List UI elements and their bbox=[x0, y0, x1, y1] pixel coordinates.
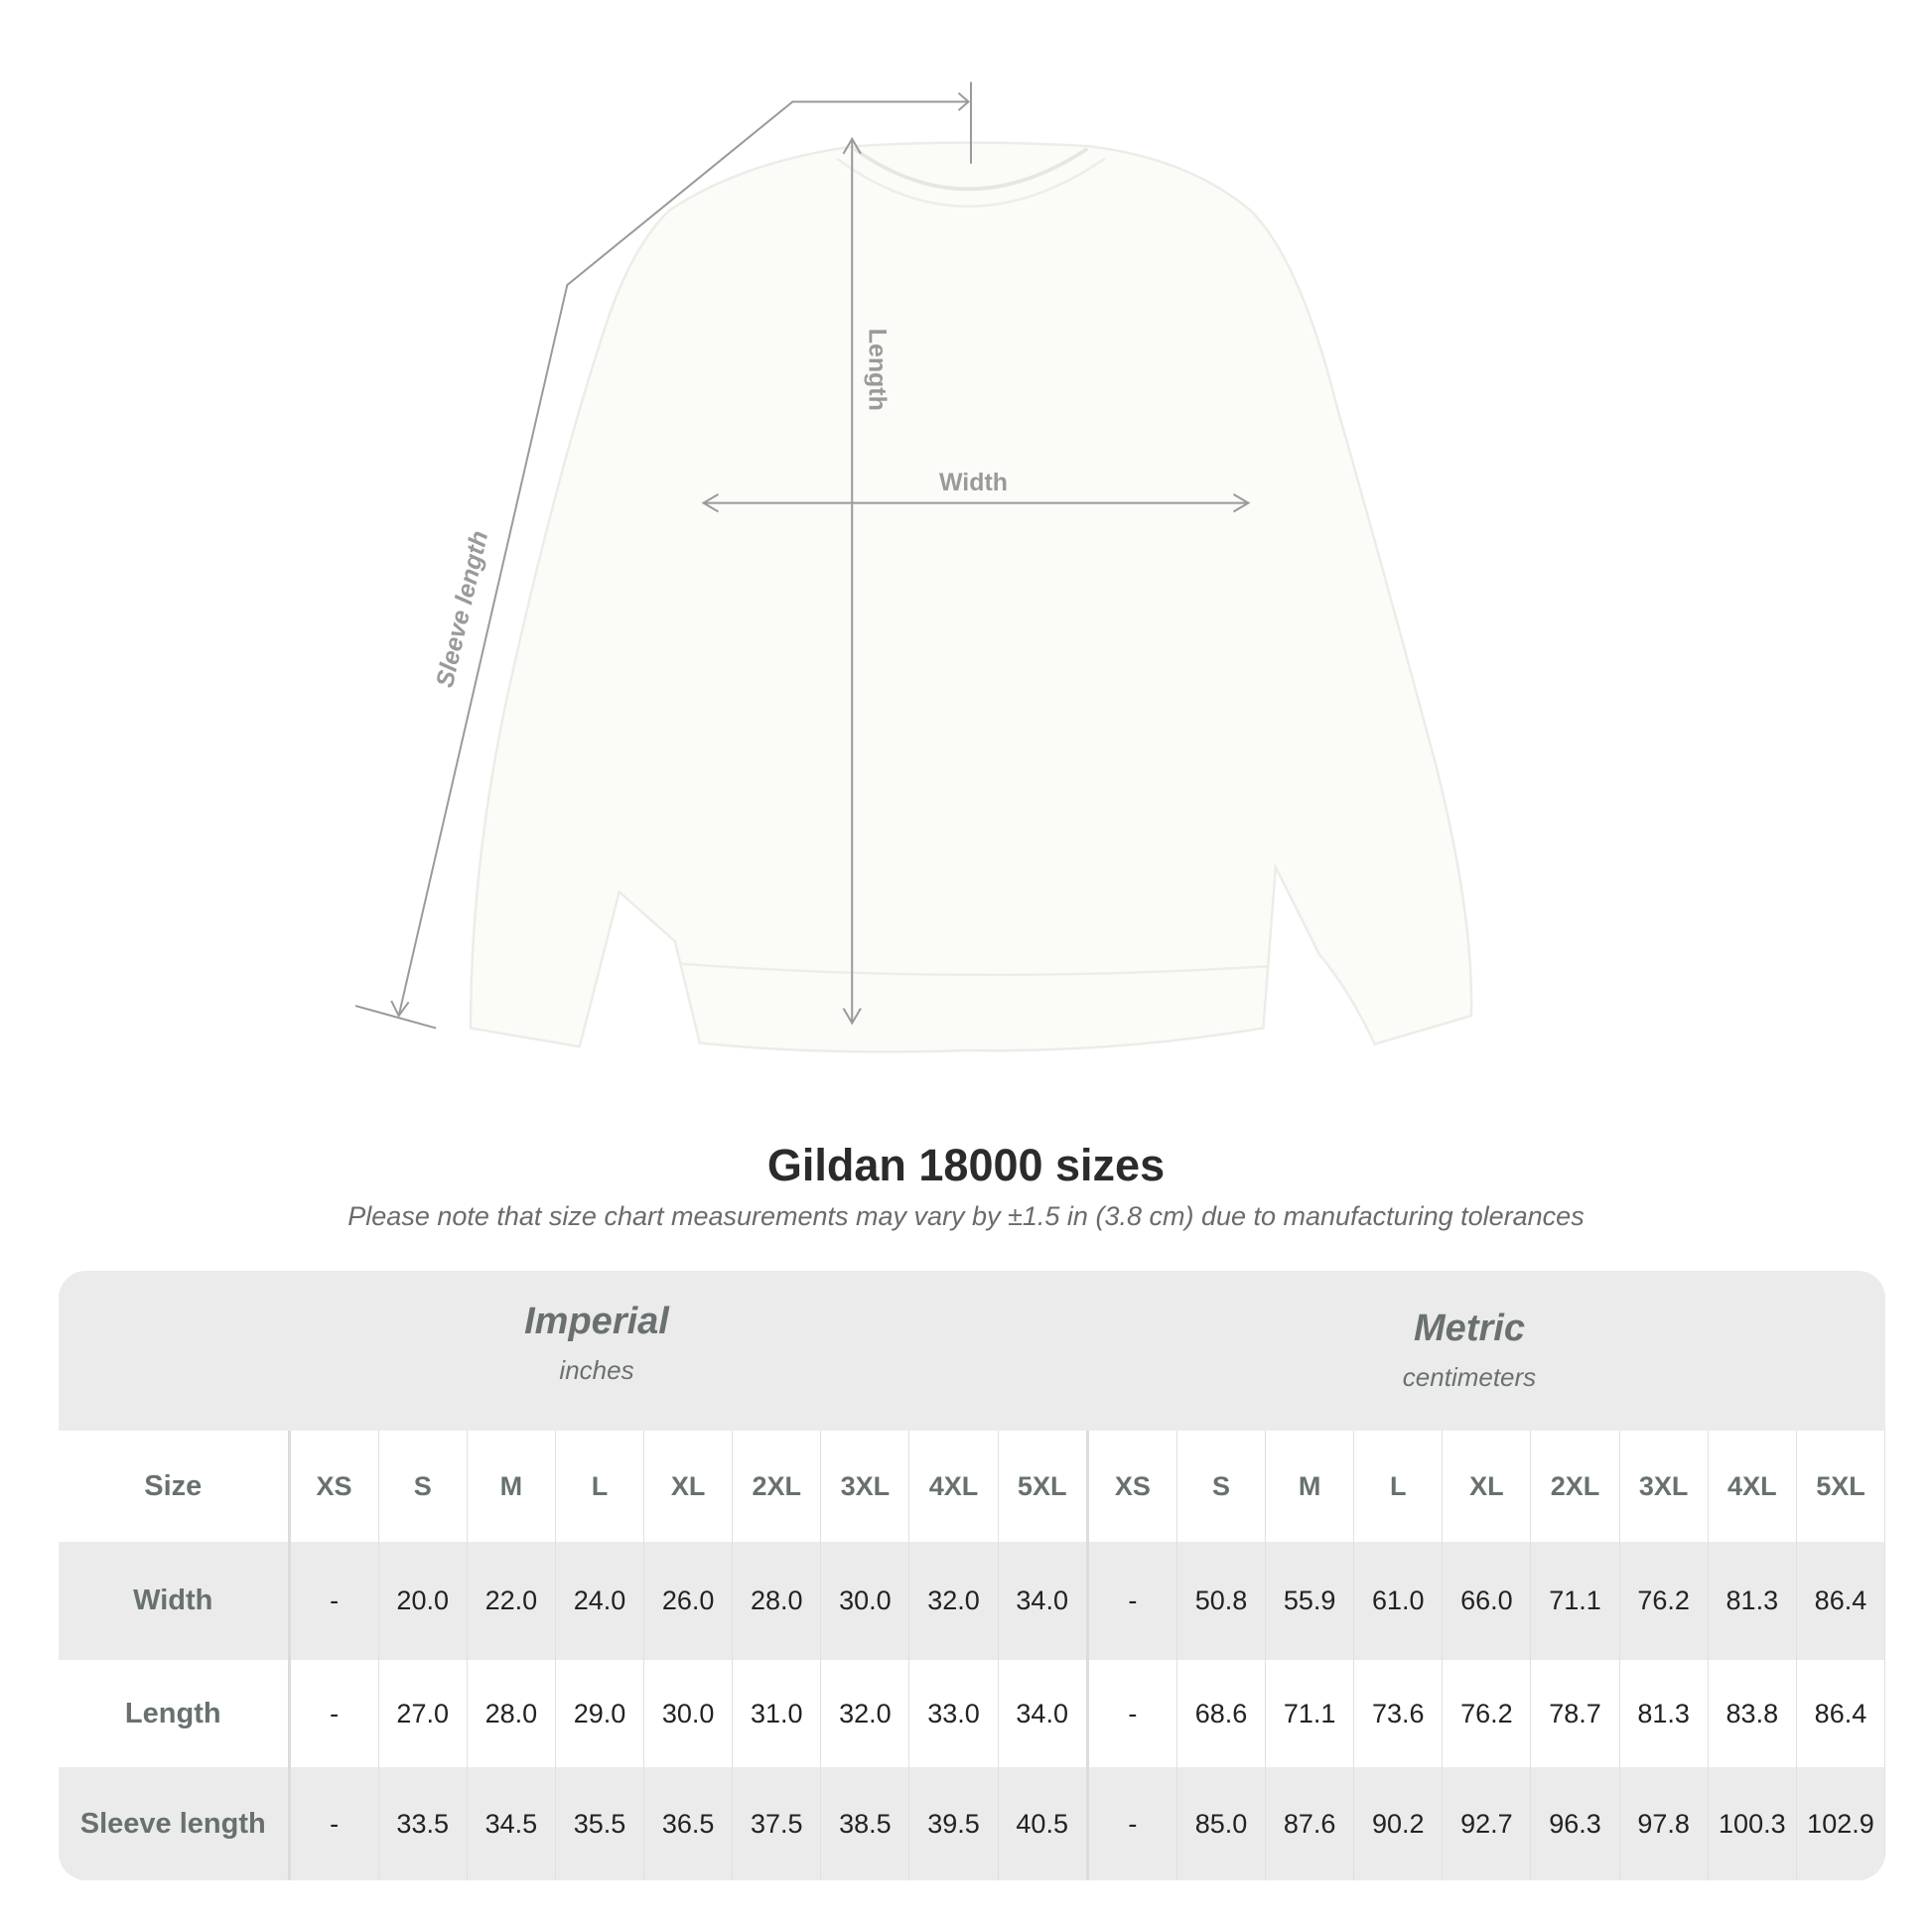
table-cell: 100.3 bbox=[1709, 1767, 1797, 1880]
sweatshirt-illustration: Length Width Sleeve length bbox=[354, 81, 1473, 1053]
size-header-cell: S bbox=[379, 1431, 468, 1542]
size-header-cell: 5XL bbox=[1797, 1431, 1885, 1542]
table-cell: - bbox=[1089, 1542, 1177, 1660]
size-header-cell: S bbox=[1177, 1431, 1267, 1542]
size-header-cell: 4XL bbox=[1709, 1431, 1797, 1542]
imperial-header: Imperial inches bbox=[348, 1301, 845, 1386]
table-cell: 81.3 bbox=[1709, 1542, 1797, 1660]
width-label: Width bbox=[939, 469, 1008, 496]
table-cell: 71.1 bbox=[1531, 1542, 1620, 1660]
table-cell: 37.5 bbox=[733, 1767, 822, 1880]
table-cell: 92.7 bbox=[1443, 1767, 1532, 1880]
table-cell: 34.5 bbox=[468, 1767, 556, 1880]
size-header-cell: L bbox=[1354, 1431, 1444, 1542]
size-header-cell: M bbox=[468, 1431, 556, 1542]
size-header-cell: 5XL bbox=[999, 1431, 1089, 1542]
table-cell: 81.3 bbox=[1620, 1660, 1709, 1767]
table-cell: - bbox=[291, 1767, 379, 1880]
length-label: Length bbox=[864, 329, 892, 411]
table-cell: 71.1 bbox=[1266, 1660, 1355, 1767]
table-cell: 86.4 bbox=[1797, 1542, 1885, 1660]
size-header-cell: XS bbox=[1089, 1431, 1177, 1542]
table-cell: 50.8 bbox=[1177, 1542, 1267, 1660]
table-cell: 76.2 bbox=[1443, 1660, 1532, 1767]
table-cell: 38.5 bbox=[821, 1767, 910, 1880]
table-cell: 96.3 bbox=[1531, 1767, 1620, 1880]
table-cell: 34.0 bbox=[999, 1542, 1089, 1660]
row-label: Width bbox=[59, 1542, 291, 1660]
table-cell: 29.0 bbox=[556, 1660, 645, 1767]
table-cell: 30.0 bbox=[821, 1542, 910, 1660]
size-header-cell: 3XL bbox=[1620, 1431, 1709, 1542]
size-header-cell: M bbox=[1266, 1431, 1355, 1542]
size-header-cell: XL bbox=[1443, 1431, 1532, 1542]
table-cell: 32.0 bbox=[909, 1542, 999, 1660]
row-label: Size bbox=[59, 1431, 291, 1542]
table-cell: - bbox=[1089, 1767, 1177, 1880]
table-cell: 32.0 bbox=[821, 1660, 910, 1767]
table-cell: - bbox=[1089, 1660, 1177, 1767]
table-cell: 28.0 bbox=[468, 1660, 556, 1767]
table-cell: 66.0 bbox=[1443, 1542, 1532, 1660]
table-cell: 76.2 bbox=[1620, 1542, 1709, 1660]
row-label: Length bbox=[59, 1660, 291, 1767]
width-row: Width -20.0 22.0 24.0 26.0 28.0 30.0 32.0 34.0-5… bbox=[59, 1542, 1885, 1660]
table-cell: 36.5 bbox=[644, 1767, 734, 1880]
table-cell: 90.2 bbox=[1354, 1767, 1444, 1880]
table-cell: 34.0 bbox=[999, 1660, 1089, 1767]
sleeve-length-label: Sleeve length bbox=[431, 528, 493, 690]
size-header-cell: 4XL bbox=[909, 1431, 999, 1542]
table-cell: 26.0 bbox=[644, 1542, 734, 1660]
table-cell: 87.6 bbox=[1266, 1767, 1355, 1880]
table-cell: 85.0 bbox=[1177, 1767, 1267, 1880]
table-cell: 30.0 bbox=[644, 1660, 734, 1767]
size-header-cell: 2XL bbox=[733, 1431, 822, 1542]
sweatshirt-image bbox=[469, 141, 1473, 1053]
table-cell: 97.8 bbox=[1620, 1767, 1709, 1880]
size-header-cell: 2XL bbox=[1531, 1431, 1620, 1542]
table-cell: 39.5 bbox=[909, 1767, 999, 1880]
table-cell: 78.7 bbox=[1531, 1660, 1620, 1767]
table-cell: - bbox=[291, 1542, 379, 1660]
table-cell: 24.0 bbox=[556, 1542, 645, 1660]
table-cell: 28.0 bbox=[733, 1542, 822, 1660]
page-title: Gildan 18000 sizes bbox=[766, 1140, 1166, 1190]
table-cell: 83.8 bbox=[1709, 1660, 1797, 1767]
size-row: Size XS S M L XL 2XL 3XL 4XL 5XL XS S M L XL 2XL 3XL 4XL 5… bbox=[59, 1431, 1885, 1542]
table-cell: 86.4 bbox=[1797, 1660, 1885, 1767]
measure-lines bbox=[354, 81, 1251, 1030]
table-cell: 102.9 bbox=[1797, 1767, 1885, 1880]
imperial-title: Imperial bbox=[524, 1301, 669, 1342]
size-header-cell: 3XL bbox=[821, 1431, 910, 1542]
table-cell: 68.6 bbox=[1177, 1660, 1267, 1767]
metric-title: Metric bbox=[1414, 1308, 1525, 1349]
table-cell: 61.0 bbox=[1354, 1542, 1444, 1660]
metric-header: Metric centimeters bbox=[1221, 1308, 1718, 1393]
size-header-cell: L bbox=[556, 1431, 645, 1542]
sleeve-length-row: Sleeve length -33.5 34.5 35.5 36.5 37.5 38.5 39… bbox=[59, 1767, 1885, 1880]
table-cell: 35.5 bbox=[556, 1767, 645, 1880]
length-row: Length -27.0 28.0 29.0 30.0 31.0 32.0 33.0 34.0-… bbox=[59, 1660, 1885, 1767]
row-label: Sleeve length bbox=[59, 1767, 291, 1880]
table-cell: 55.9 bbox=[1266, 1542, 1355, 1660]
table-cell: 27.0 bbox=[379, 1660, 468, 1767]
table-cell: 20.0 bbox=[379, 1542, 468, 1660]
tolerance-note: Please note that size chart measurements… bbox=[347, 1201, 1585, 1231]
table-cell: 33.5 bbox=[379, 1767, 468, 1880]
size-header-cell: XL bbox=[644, 1431, 734, 1542]
size-chart-table: Imperial inches Metric centimeters Size X… bbox=[59, 1271, 1885, 1880]
table-cell: 73.6 bbox=[1354, 1660, 1444, 1767]
table-header: Imperial inches Metric centimeters bbox=[59, 1271, 1885, 1431]
table-cell: 22.0 bbox=[468, 1542, 556, 1660]
table-cell: 40.5 bbox=[999, 1767, 1089, 1880]
size-header-cell: XS bbox=[291, 1431, 379, 1542]
imperial-unit: inches bbox=[559, 1355, 634, 1385]
table-cell: 33.0 bbox=[909, 1660, 999, 1767]
table-cell: 31.0 bbox=[733, 1660, 822, 1767]
metric-unit: centimeters bbox=[1402, 1362, 1537, 1392]
table-cell: - bbox=[291, 1660, 379, 1767]
